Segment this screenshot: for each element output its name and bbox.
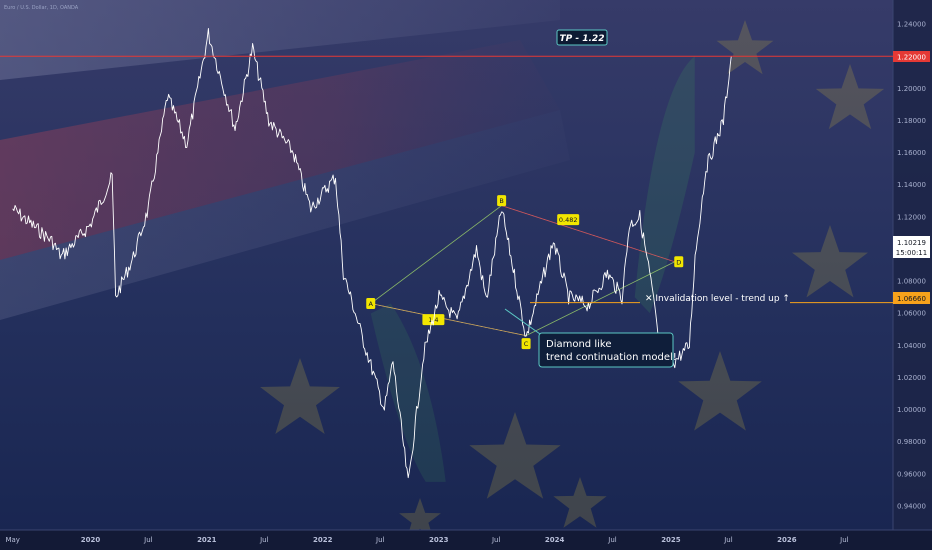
y-tick-label: 0.98000	[897, 438, 926, 446]
symbol-header: Euro / U.S. Dollar, 1D, OANDA	[4, 5, 79, 11]
x-tick-label: 2026	[777, 536, 797, 544]
callout-line-2: trend continuation model!	[546, 352, 677, 363]
x-tick-label: Jul	[723, 536, 733, 544]
invalidation-price-badge: 1.06660	[893, 292, 930, 304]
flag-stripe-light-lower	[0, 110, 570, 320]
x-tick-label: Jul	[491, 536, 501, 544]
x-tick-label: Jul	[375, 536, 385, 544]
ratio-label-bg	[557, 214, 580, 226]
pattern-dash-ac	[370, 303, 527, 336]
x-tick-label: 2021	[197, 536, 217, 544]
x-tick-label: 2023	[429, 536, 449, 544]
y-tick-label: 1.16000	[897, 149, 926, 157]
eu-star-1	[260, 358, 340, 434]
pattern-point-label: C	[524, 340, 529, 348]
left-arc-shade	[370, 303, 446, 482]
invalidation-label: ✕ Invalidation level - trend up ↑	[645, 294, 790, 304]
current-price-badge: 1.10219 15:00:11	[893, 236, 930, 258]
y-tick-label: 1.12000	[897, 213, 926, 221]
x-tick-label: Jul	[143, 536, 153, 544]
eu-star-8	[399, 498, 441, 538]
eu-star-4	[792, 225, 868, 298]
invalidation-price-text: 1.06660	[897, 295, 926, 303]
pattern-point-bg	[674, 256, 684, 268]
y-tick-label: 1.14000	[897, 181, 926, 189]
tp-label-text: TP - 1.22	[560, 34, 605, 44]
flag-stripes	[0, 0, 570, 320]
pattern-point-label: B	[499, 197, 503, 205]
resistance-price-text: 1.22000	[897, 54, 926, 62]
y-tick-label: 0.96000	[897, 470, 926, 478]
pattern-point-label: A	[369, 300, 374, 308]
x-tick-label: 2025	[661, 536, 681, 544]
y-tick-label: 0.94000	[897, 502, 926, 510]
pattern-callout: Diamond like trend continuation model!	[504, 308, 677, 368]
y-tick-label: 1.02000	[897, 374, 926, 382]
tp-label-bg	[556, 29, 608, 46]
y-tick-label: 1.24000	[897, 21, 926, 29]
y-tick-label: 1.08000	[897, 278, 926, 286]
pattern-point-d: D	[674, 256, 684, 268]
flag-stripe-red	[0, 40, 560, 260]
pattern-point-label: D	[676, 258, 681, 266]
y-tick-label: 1.04000	[897, 342, 926, 350]
tp-label: TP - 1.22	[556, 29, 608, 46]
x-tick-label: Jul	[607, 536, 617, 544]
current-price-text: 1.10219	[897, 239, 926, 247]
callout-box	[538, 332, 674, 368]
y-tick-label: 1.06000	[897, 310, 926, 318]
callout-line-1: Diamond like	[546, 339, 611, 350]
pattern-point-bg	[366, 298, 376, 310]
ratio-label-2: 0.482	[557, 214, 580, 226]
resistance-price-badge: 1.22000	[893, 51, 930, 62]
eu-star-2	[469, 412, 561, 499]
price-line	[12, 27, 732, 479]
countdown-text: 15:00:11	[896, 249, 927, 257]
pattern-point-a: A	[366, 298, 376, 310]
eu-stars	[260, 20, 885, 538]
eu-star-6	[716, 20, 774, 75]
horizontal-levels	[0, 55, 893, 304]
ratio-label-text: 0.482	[559, 216, 578, 224]
current-price-badge-bg	[893, 236, 930, 258]
invalidation-price-badge-bg	[893, 292, 930, 304]
y-tick-label: 1.20000	[897, 85, 926, 93]
pattern-point-c: C	[521, 338, 531, 350]
x-tick-label: 2022	[313, 536, 333, 544]
x-tick-label: Jul	[259, 536, 269, 544]
x-tick-label: May	[5, 536, 19, 544]
price-series	[12, 27, 732, 479]
y-tick-label: 1.00000	[897, 406, 926, 414]
right-arc-shade	[634, 56, 695, 314]
x-tick-label: 2024	[545, 536, 565, 544]
time-axis-panel	[0, 530, 932, 550]
eu-star-5	[815, 64, 885, 130]
pattern-point-bg	[521, 338, 531, 350]
price-axis-panel	[893, 0, 932, 530]
pattern-point-b: B	[497, 195, 507, 207]
y-tick-label: 1.18000	[897, 117, 926, 125]
eu-star-3	[678, 351, 762, 431]
x-tick-label: Jul	[839, 536, 849, 544]
flag-stripe-light	[0, 0, 560, 80]
x-tick-label: 2020	[81, 536, 101, 544]
resistance-price-badge-bg	[893, 51, 930, 62]
pattern-point-bg	[497, 195, 507, 207]
eu-star-7	[553, 477, 607, 528]
x-axis-ticks: May 2020 Jul 2021 Jul 2022 Jul 2023 Jul 2024 Jul 20…	[5, 536, 848, 544]
pattern-line-ab	[370, 205, 502, 304]
